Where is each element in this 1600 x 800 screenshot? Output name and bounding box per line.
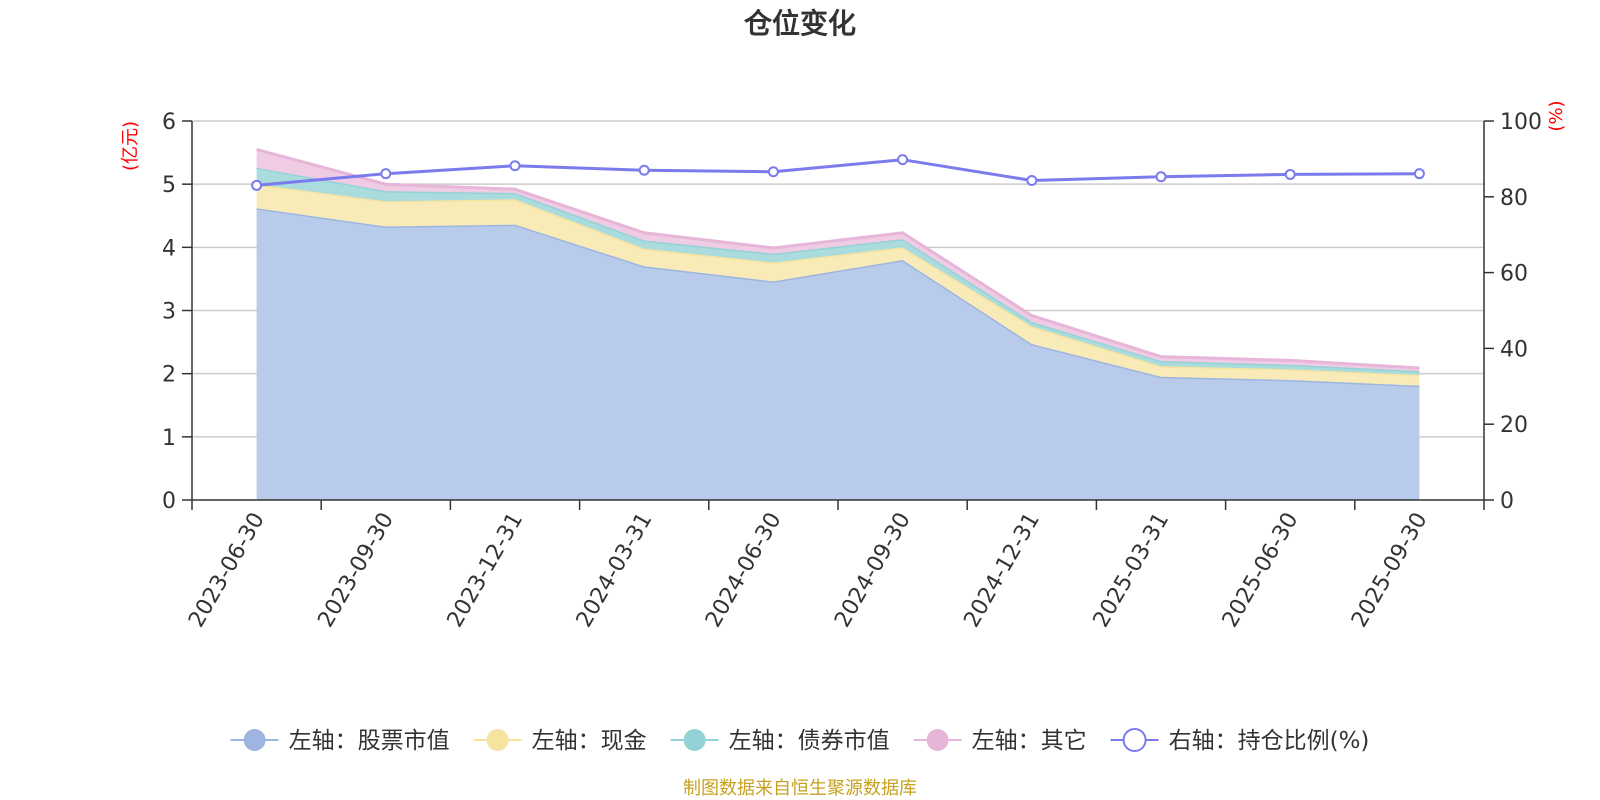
legend-label: 左轴：股票市值 bbox=[289, 728, 450, 754]
x-tick-label: 2023-12-31 bbox=[443, 509, 529, 632]
holding-ratio-point bbox=[897, 154, 909, 166]
legend-label: 左轴：债券市值 bbox=[729, 728, 890, 754]
x-tick-label: 2024-12-31 bbox=[959, 509, 1045, 632]
area-series-3 bbox=[256, 149, 1420, 372]
legend-swatch-marker bbox=[243, 729, 266, 751]
x-tick-label: 2023-06-30 bbox=[184, 509, 270, 632]
left-tick-label: 5 bbox=[162, 173, 176, 198]
holding-ratio-point bbox=[767, 166, 779, 178]
left-tick-label: 0 bbox=[162, 489, 176, 514]
x-tick-label: 2025-09-30 bbox=[1347, 509, 1433, 632]
ratio-line bbox=[251, 154, 1425, 191]
legend-swatch-marker bbox=[683, 729, 706, 751]
area-edge-series-3 bbox=[256, 147, 1420, 370]
right-tick-label: 100 bbox=[1500, 110, 1542, 135]
holding-ratio-point bbox=[1155, 171, 1167, 183]
holding-ratio-point bbox=[1026, 175, 1038, 187]
left-tick-label: 1 bbox=[162, 426, 176, 451]
legend-item: 左轴：其它 bbox=[913, 728, 1087, 754]
legend-item: 左轴：现金 bbox=[473, 728, 647, 754]
holding-ratio-point bbox=[380, 168, 392, 180]
holding-ratio-point bbox=[638, 164, 650, 176]
legend-item: 左轴：债券市值 bbox=[670, 728, 890, 754]
x-tick-label: 2024-06-30 bbox=[701, 509, 787, 632]
legend-swatch-marker bbox=[486, 729, 509, 751]
x-tick-label: 2024-03-31 bbox=[572, 509, 658, 632]
area-series-1 bbox=[256, 184, 1420, 386]
left-tick-label: 2 bbox=[162, 363, 176, 388]
right-tick-label: 0 bbox=[1500, 489, 1514, 514]
legend-item: 左轴：股票市值 bbox=[230, 728, 450, 754]
legend-swatch-marker bbox=[926, 729, 949, 751]
legend-item: 右轴：持仓比例(%) bbox=[1110, 728, 1370, 754]
x-tick-label: 2024-09-30 bbox=[830, 509, 916, 632]
holding-ratio-point bbox=[251, 179, 263, 191]
legend-swatch-marker bbox=[1122, 728, 1147, 752]
legend-label: 左轴：其它 bbox=[972, 728, 1087, 754]
stacked-areas bbox=[256, 147, 1420, 500]
legend-label: 左轴：现金 bbox=[532, 728, 647, 754]
left-tick-label: 4 bbox=[162, 236, 176, 261]
legend: 左轴：股票市值 左轴：现金 左轴：债券市值 左轴：其它 右轴：持仓比例(%) bbox=[230, 728, 1370, 754]
chart-title: 仓位变化 bbox=[744, 7, 856, 40]
x-tick-label: 2025-03-31 bbox=[1089, 509, 1175, 632]
source-note: 制图数据来自恒生聚源数据库 bbox=[683, 778, 917, 799]
right-tick-label: 60 bbox=[1500, 262, 1528, 287]
left-tick-label: 6 bbox=[162, 110, 176, 135]
right-tick-label: 20 bbox=[1500, 413, 1528, 438]
legend-label: 右轴：持仓比例(%) bbox=[1169, 728, 1370, 754]
holding-ratio-point bbox=[509, 160, 521, 172]
left-axis-unit: (亿元) bbox=[120, 121, 141, 171]
x-tick-label: 2023-09-30 bbox=[313, 509, 399, 632]
x-tick-label: 2025-06-30 bbox=[1218, 509, 1304, 632]
area-series-0 bbox=[256, 208, 1420, 500]
holding-ratio-point bbox=[1413, 168, 1425, 180]
right-tick-label: 80 bbox=[1500, 186, 1528, 211]
right-axis-unit: (%) bbox=[1546, 100, 1567, 131]
holding-ratio-point bbox=[1284, 168, 1296, 180]
right-tick-label: 40 bbox=[1500, 337, 1528, 362]
left-tick-label: 3 bbox=[162, 300, 176, 325]
holding-ratio-line bbox=[256, 158, 1420, 187]
